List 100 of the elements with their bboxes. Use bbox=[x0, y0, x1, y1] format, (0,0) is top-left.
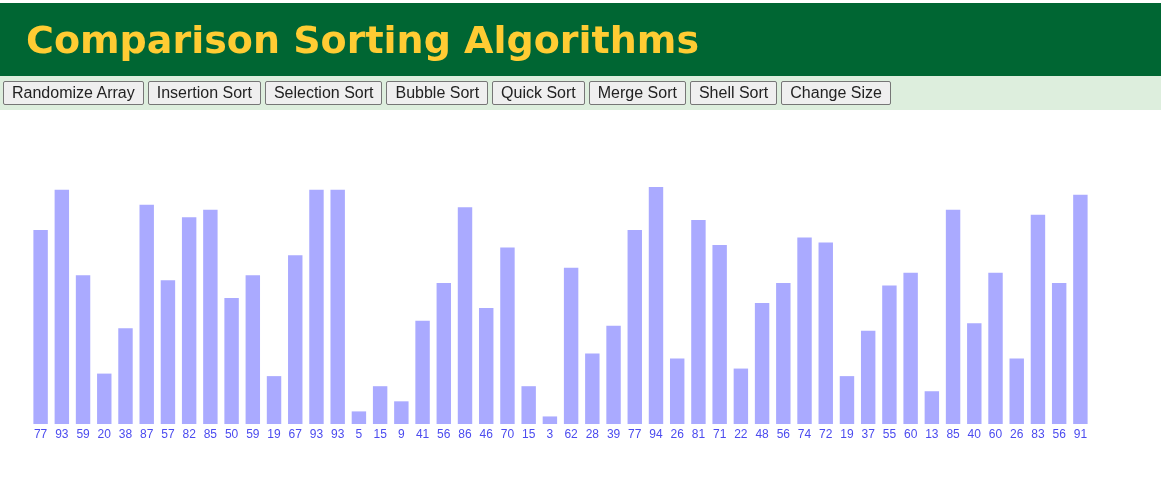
data-label: 94 bbox=[649, 427, 663, 442]
data-label: 71 bbox=[712, 427, 727, 442]
bar bbox=[797, 237, 812, 424]
data-label: 15 bbox=[521, 427, 536, 442]
data-label: 91 bbox=[1073, 427, 1088, 442]
data-label: 83 bbox=[1031, 427, 1045, 442]
data-label: 26 bbox=[1010, 427, 1024, 442]
data-label: 93 bbox=[55, 427, 69, 442]
bar bbox=[203, 209, 218, 424]
data-label: 74 bbox=[797, 427, 812, 442]
data-label: 46 bbox=[479, 427, 494, 442]
bar bbox=[372, 386, 388, 424]
bar bbox=[924, 391, 940, 424]
data-label: 15 bbox=[373, 427, 388, 442]
bar bbox=[563, 267, 579, 424]
bar bbox=[945, 209, 961, 424]
bar bbox=[330, 189, 345, 424]
data-label: 48 bbox=[755, 427, 770, 442]
bar bbox=[860, 330, 876, 424]
data-label: 3 bbox=[546, 427, 554, 442]
bar bbox=[479, 308, 494, 424]
bar bbox=[54, 189, 70, 424]
data-label: 59 bbox=[76, 427, 91, 442]
bar bbox=[733, 368, 749, 424]
data-label: 67 bbox=[288, 427, 303, 442]
bar bbox=[266, 376, 282, 424]
bar bbox=[33, 229, 48, 424]
data-label: 93 bbox=[309, 427, 324, 442]
data-label: 50 bbox=[224, 427, 239, 442]
text: Bubble Sort bbox=[386, 81, 489, 105]
data-label: 39 bbox=[606, 427, 621, 442]
bar bbox=[457, 207, 473, 424]
data-label: 60 bbox=[903, 427, 918, 442]
data-label: 37 bbox=[861, 427, 876, 442]
data-label: 85 bbox=[203, 427, 218, 442]
chart-title: Comparison Sorting Algorithms bbox=[26, 17, 700, 62]
bar bbox=[500, 247, 515, 424]
bar bbox=[288, 255, 303, 424]
bar bbox=[967, 323, 982, 424]
bar bbox=[245, 275, 261, 424]
bar bbox=[818, 242, 833, 424]
data-label: 40 bbox=[967, 427, 982, 442]
bar bbox=[1073, 194, 1088, 424]
bar bbox=[670, 358, 685, 424]
data-label: 70 bbox=[500, 427, 515, 442]
bar bbox=[882, 285, 897, 424]
bar bbox=[585, 353, 600, 424]
text: Merge Sort bbox=[588, 81, 686, 105]
data-label: 22 bbox=[734, 427, 748, 442]
data-label: 62 bbox=[564, 427, 579, 442]
data-label: 86 bbox=[458, 427, 472, 442]
data-label: 41 bbox=[415, 427, 430, 442]
data-label: 56 bbox=[776, 427, 791, 442]
bar bbox=[97, 373, 112, 424]
bar bbox=[839, 376, 855, 424]
data-label: 81 bbox=[691, 427, 706, 442]
text: Randomize Array bbox=[3, 81, 144, 105]
data-label: 56 bbox=[437, 427, 451, 442]
bar bbox=[1051, 282, 1067, 424]
bar bbox=[648, 187, 664, 424]
bar bbox=[542, 416, 558, 424]
data-label: 55 bbox=[882, 427, 897, 442]
bar bbox=[521, 386, 536, 424]
data-label: 82 bbox=[182, 427, 197, 442]
data-label: 57 bbox=[161, 427, 175, 442]
bar bbox=[351, 411, 367, 424]
data-label: 20 bbox=[97, 427, 112, 442]
data-label: 77 bbox=[628, 427, 642, 442]
text: Selection Sort bbox=[264, 81, 383, 105]
data-label: 26 bbox=[670, 427, 685, 442]
bar bbox=[118, 328, 133, 424]
data-label: 60 bbox=[988, 427, 1003, 442]
bar bbox=[627, 229, 642, 424]
bar bbox=[160, 280, 176, 424]
bar bbox=[139, 204, 154, 424]
bar bbox=[415, 320, 430, 424]
data-label: 72 bbox=[819, 427, 833, 442]
data-label: 56 bbox=[1052, 427, 1067, 442]
data-label: 19 bbox=[840, 427, 854, 442]
bar bbox=[754, 303, 770, 424]
bar bbox=[1009, 358, 1024, 424]
bar bbox=[691, 219, 706, 424]
bar bbox=[75, 275, 91, 424]
data-label: 9 bbox=[398, 427, 406, 442]
bar bbox=[1030, 214, 1046, 424]
data-label: 5 bbox=[355, 427, 363, 442]
bar bbox=[394, 401, 409, 424]
bar bbox=[776, 282, 791, 424]
data-label: 59 bbox=[246, 427, 260, 442]
text: Shell Sort bbox=[689, 81, 778, 105]
bar bbox=[606, 325, 621, 424]
bar bbox=[712, 245, 727, 424]
data-label: 93 bbox=[331, 427, 345, 442]
bar bbox=[181, 217, 197, 424]
data-label: 19 bbox=[267, 427, 282, 442]
data-label: 13 bbox=[925, 427, 939, 442]
text: Insertion Sort bbox=[147, 81, 261, 105]
bar bbox=[224, 298, 239, 424]
bar bbox=[309, 189, 324, 424]
bar bbox=[988, 272, 1003, 424]
